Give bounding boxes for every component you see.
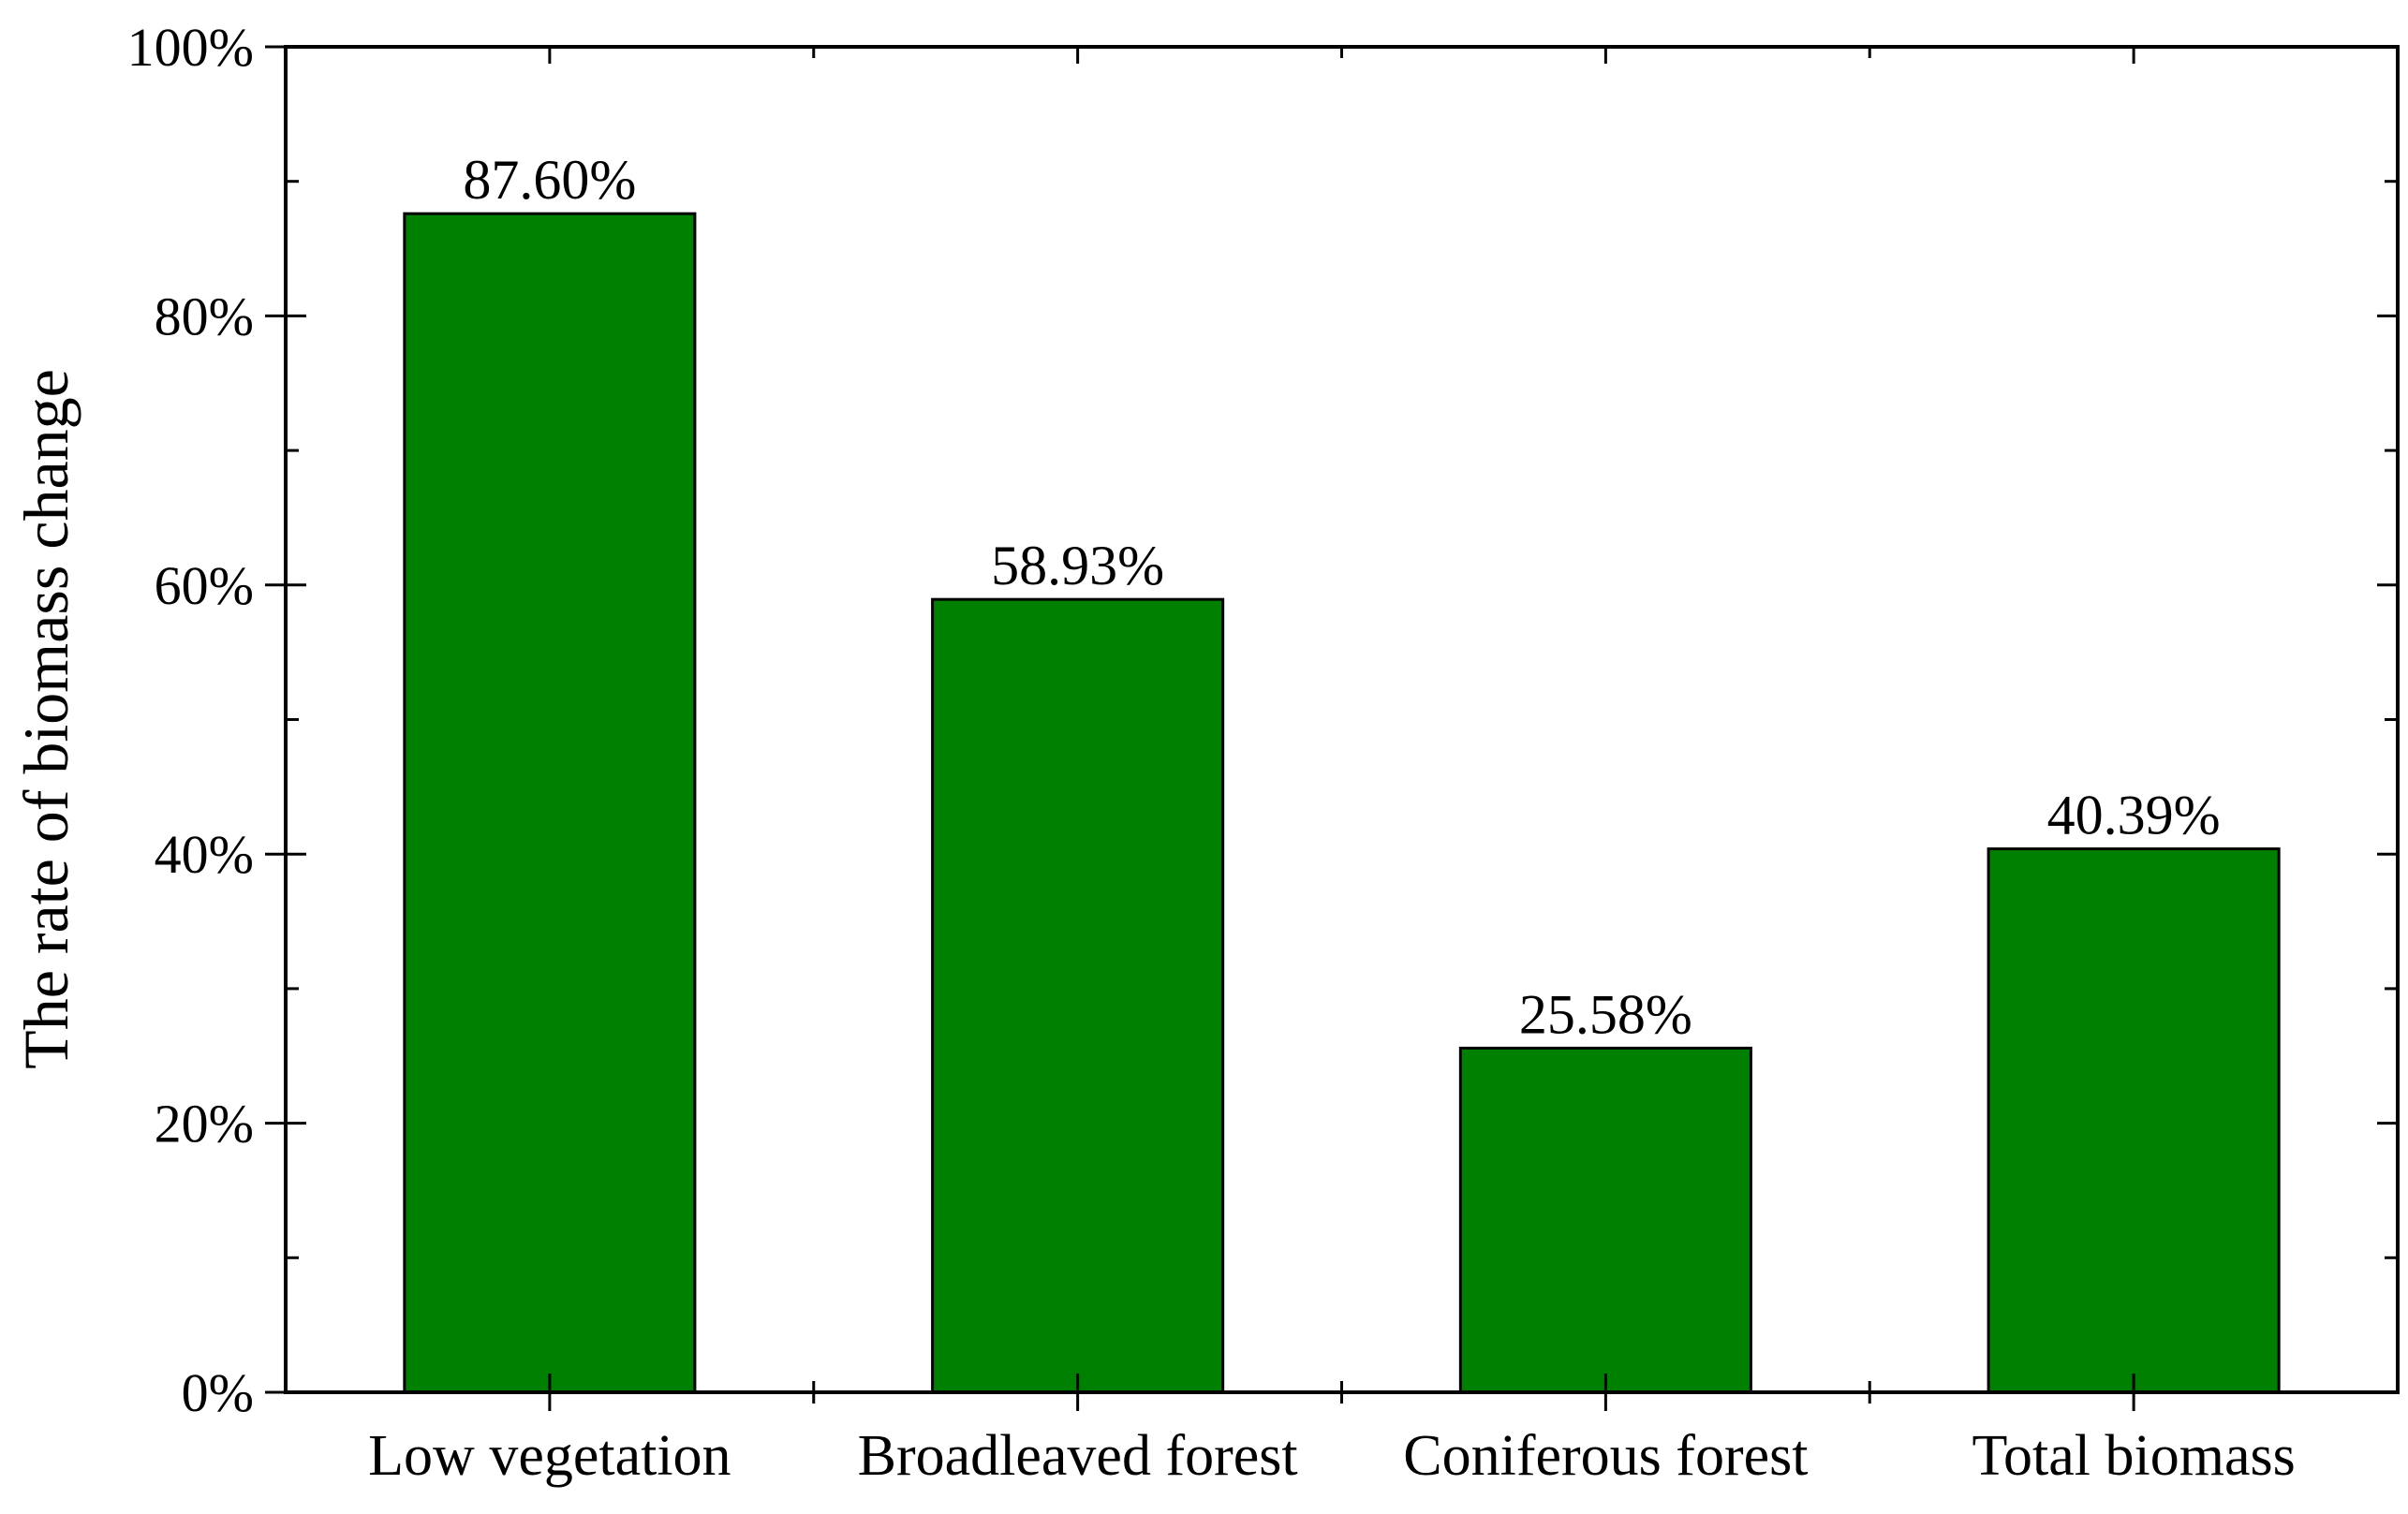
x-category-labels: Low vegetation Broadleaved forest Conifero… [368, 1424, 2296, 1488]
x-tick-label: Coniferous forest [1403, 1424, 1808, 1488]
y-tick-labels: 0% 20% 40% 60% 80% 100% [127, 17, 254, 1423]
y-tick-label: 0% [182, 1362, 254, 1423]
y-tick-label: 80% [155, 286, 254, 346]
y-tick-label: 100% [127, 17, 254, 78]
bars [403, 212, 2281, 1394]
data-labels: 87.60% 58.93% 25.58% 40.39% [463, 149, 2220, 1045]
bar-total-biomass [1987, 847, 2281, 1394]
data-label: 25.58% [1519, 983, 1692, 1045]
data-label: 40.39% [2047, 785, 2221, 846]
y-tick-label: 40% [155, 824, 254, 885]
bar-coniferous-forest [1458, 1046, 1752, 1394]
y-tick-label: 20% [155, 1094, 254, 1154]
y-tick-label: 60% [155, 555, 254, 616]
x-tick-label: Low vegetation [368, 1424, 731, 1488]
bar-low-vegetation [403, 212, 697, 1394]
plot-frame [284, 45, 2400, 1394]
x-tick-label: Total biomass [1972, 1424, 2296, 1488]
data-label: 87.60% [463, 149, 636, 211]
y-axis-title: The rate of biomass change [10, 369, 81, 1069]
data-label: 58.93% [991, 535, 1164, 596]
x-tick-label: Broadleaved forest [858, 1424, 1298, 1488]
bar-broadleaved-forest [931, 597, 1225, 1394]
